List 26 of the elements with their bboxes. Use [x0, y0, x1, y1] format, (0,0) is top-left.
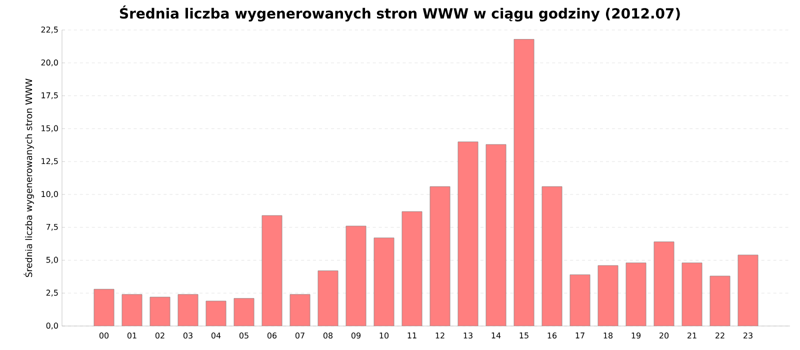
bar: [178, 294, 198, 326]
bar: [710, 276, 730, 326]
y-axis-title: Średnia liczba wygenerowanych stron WWW: [24, 78, 34, 277]
bar: [346, 226, 366, 326]
bar: [514, 39, 534, 326]
bar: [94, 288, 114, 326]
chart-title: Średnia liczba wygenerowanych stron WWW w ciągu godziny (2012.07): [120, 6, 680, 22]
bar: [234, 298, 254, 326]
bar: [458, 142, 478, 326]
bar: [598, 265, 618, 326]
bar: [206, 300, 226, 326]
bar: [122, 294, 142, 326]
bar: [682, 262, 702, 326]
bar: [318, 270, 338, 326]
bar: [262, 215, 282, 326]
bar: [430, 186, 450, 326]
bar: [402, 211, 422, 326]
bar: [150, 296, 170, 326]
bar: [542, 186, 562, 326]
bar: [486, 144, 506, 326]
bar: [290, 294, 310, 326]
bar: [626, 262, 646, 326]
bar: [654, 242, 674, 326]
bar: [374, 238, 394, 326]
bar: [738, 254, 758, 326]
bar: [570, 274, 590, 326]
